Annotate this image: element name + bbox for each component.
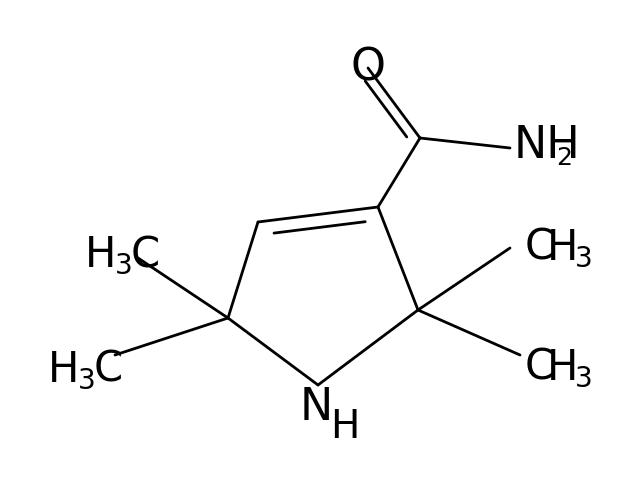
Text: H: H [330,408,360,446]
Text: 2: 2 [556,146,572,170]
Text: O: O [351,46,385,89]
Text: C: C [131,234,160,276]
Text: NH: NH [514,124,580,167]
Text: C: C [525,347,554,389]
Text: H: H [85,234,116,276]
Text: 3: 3 [115,252,132,280]
Text: C: C [525,227,554,269]
Text: H: H [48,349,79,391]
Text: 3: 3 [78,367,96,395]
Text: C: C [94,349,123,391]
Text: 3: 3 [575,245,593,273]
Text: H: H [547,347,579,389]
Text: H: H [547,227,579,269]
Text: 3: 3 [575,365,593,393]
Text: N: N [300,385,333,428]
